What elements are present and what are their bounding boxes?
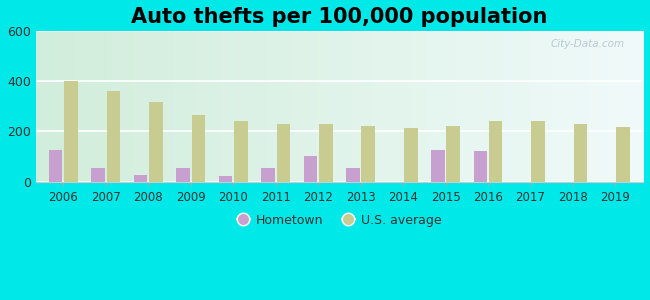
Bar [304, 157, 317, 181]
Bar [49, 150, 62, 182]
Bar [319, 124, 333, 182]
Bar [261, 168, 275, 182]
Bar [447, 126, 460, 182]
Bar [346, 168, 359, 182]
Text: City-Data.com: City-Data.com [551, 39, 625, 49]
Bar [176, 168, 190, 182]
Title: Auto thefts per 100,000 population: Auto thefts per 100,000 population [131, 7, 547, 27]
Bar [404, 128, 417, 182]
Bar [431, 150, 445, 182]
Legend: Hometown, U.S. average: Hometown, U.S. average [232, 209, 447, 232]
Bar [574, 124, 588, 182]
Bar [474, 152, 488, 182]
Bar [134, 175, 148, 182]
Bar [489, 121, 502, 182]
Bar [192, 115, 205, 182]
Bar [361, 126, 375, 182]
Bar [219, 176, 232, 182]
Bar [107, 91, 120, 182]
Bar [64, 81, 78, 182]
Bar [276, 124, 290, 182]
Bar [531, 121, 545, 182]
Bar [616, 127, 630, 182]
Bar [234, 121, 248, 182]
Bar [149, 102, 162, 182]
Bar [91, 168, 105, 182]
